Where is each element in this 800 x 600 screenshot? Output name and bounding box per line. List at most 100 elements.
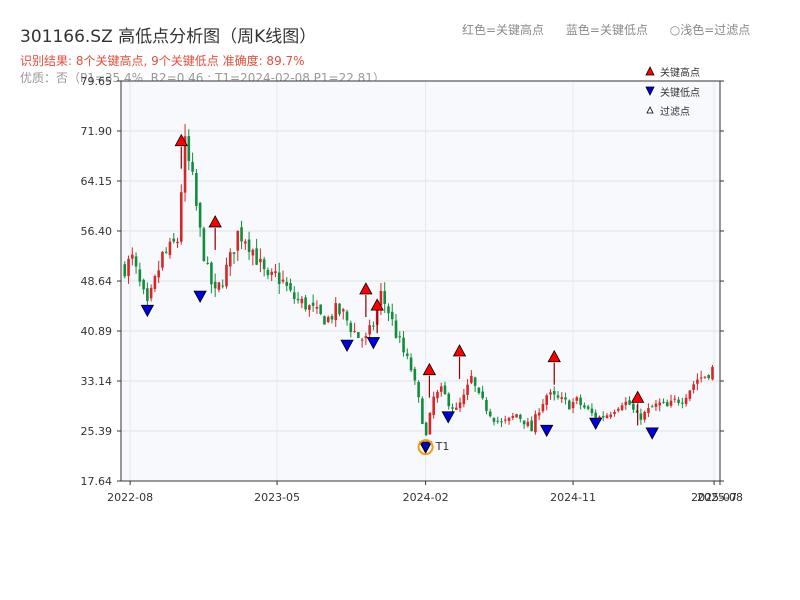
candle-body — [300, 298, 304, 304]
candle-body — [198, 203, 202, 228]
candle-body — [236, 230, 240, 251]
y-tick-label: 71.90 — [81, 125, 113, 138]
candle-body — [503, 419, 507, 421]
x-tick-label: 2022-08 — [107, 491, 153, 504]
candle-body — [157, 270, 160, 278]
candle-body — [500, 421, 503, 423]
candle-body — [168, 241, 172, 255]
candle-body — [138, 269, 142, 282]
candle-body — [206, 262, 209, 264]
candle-body — [511, 415, 515, 418]
candle-body — [394, 320, 398, 338]
candle-body — [632, 403, 635, 410]
candle-body — [681, 402, 684, 404]
candle-body — [164, 251, 168, 253]
x-tick-label: 2025-08 — [697, 491, 743, 504]
top-legend: 红色=关键高点 蓝色=关键低点 ○浅色=过滤点 — [462, 21, 768, 38]
candle-body — [579, 397, 582, 405]
y-tick-label: 56.40 — [81, 225, 113, 238]
recognition-result: 识别结果: 8个关键高点, 9个关键低点 准确度: 89.7% — [20, 54, 305, 68]
candle-body — [601, 416, 605, 418]
candle-body — [541, 403, 545, 412]
candle-body — [424, 422, 428, 436]
candle-body — [191, 161, 194, 172]
candle-body — [537, 412, 541, 416]
candle-body — [439, 386, 443, 392]
candle-body — [183, 136, 187, 193]
candle-body — [609, 414, 613, 418]
candle-body — [507, 417, 511, 421]
candle-body — [417, 382, 420, 398]
candle-body — [338, 303, 341, 315]
candle-body — [650, 406, 654, 408]
candle-body — [639, 413, 643, 420]
candle-body — [247, 239, 251, 253]
chart-title: 301166.SZ 高低点分析图（周K线图） — [20, 27, 317, 47]
candle-body — [311, 302, 315, 306]
candle-body — [454, 407, 458, 410]
candle-body — [146, 288, 149, 301]
y-tick-label: 17.64 — [81, 475, 113, 488]
candle-body — [477, 387, 481, 394]
candle-body — [179, 192, 183, 242]
candle-body — [526, 421, 530, 426]
candle-body — [131, 254, 134, 259]
candle-body — [692, 384, 695, 390]
y-tick-label: 64.15 — [81, 175, 113, 188]
key-low-marker — [193, 290, 207, 303]
candle-body — [492, 417, 496, 422]
candle-body — [575, 397, 579, 401]
key-high-marker — [174, 133, 188, 147]
candle-body — [684, 397, 688, 404]
candle-body — [387, 306, 390, 314]
candle-body — [315, 306, 319, 309]
candle-body — [142, 279, 145, 290]
key-low-marker — [366, 337, 381, 350]
candle-body — [696, 379, 699, 384]
candle-body — [127, 258, 130, 277]
candle-body — [251, 249, 255, 256]
candle-body — [232, 252, 236, 254]
candle-body — [628, 400, 631, 405]
candle-body — [522, 420, 526, 425]
key-low-marker — [540, 424, 554, 438]
candle-body — [616, 408, 620, 411]
candle-body — [665, 402, 669, 407]
key-high-marker — [208, 215, 222, 228]
x-tick-label: 2025-07 — [691, 491, 737, 504]
candle-body — [402, 337, 405, 353]
candle-body — [466, 384, 469, 396]
candle-body — [292, 292, 296, 299]
candle-body — [296, 298, 300, 301]
candle-body — [598, 416, 601, 419]
candle-body — [398, 336, 402, 338]
candle-body — [560, 397, 564, 399]
candle-body — [217, 282, 221, 290]
candle-body — [481, 391, 484, 399]
candle-body — [428, 412, 432, 435]
candle-body — [383, 291, 387, 304]
candle-body — [613, 412, 616, 414]
legend-low-icon — [645, 86, 655, 96]
candle-body — [643, 411, 646, 420]
y-tick-label: 33.14 — [81, 375, 113, 388]
candle-body — [421, 398, 424, 424]
key-high-marker — [630, 390, 645, 403]
candle-body — [372, 325, 375, 327]
y-tick-label: 25.39 — [81, 425, 113, 438]
candle-body — [549, 392, 552, 395]
candle-body — [360, 339, 364, 341]
candle-body — [470, 375, 473, 383]
y-tick-label: 79.65 — [81, 75, 113, 88]
key-low-marker — [340, 339, 354, 352]
candle-body — [443, 385, 447, 395]
candle-body — [458, 402, 462, 409]
candle-body — [654, 403, 658, 407]
candle-body — [326, 317, 330, 322]
candle-body — [149, 287, 153, 299]
candle-body — [658, 402, 662, 406]
candle-body — [556, 395, 560, 398]
candle-body — [334, 303, 338, 320]
candle-body — [409, 357, 413, 371]
